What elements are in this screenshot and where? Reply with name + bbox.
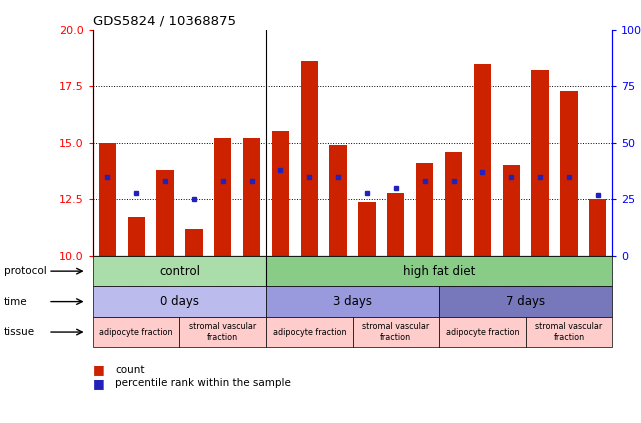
Bar — [445, 152, 462, 256]
Text: stromal vascular
fraction: stromal vascular fraction — [362, 322, 429, 342]
Bar — [128, 217, 145, 256]
Text: GDS5824 / 10368875: GDS5824 / 10368875 — [93, 15, 236, 28]
Text: 7 days: 7 days — [506, 295, 545, 308]
Text: time: time — [4, 297, 28, 307]
Text: percentile rank within the sample: percentile rank within the sample — [115, 378, 291, 388]
Text: adipocyte fraction: adipocyte fraction — [272, 327, 346, 337]
Bar — [503, 165, 520, 256]
Bar — [589, 199, 606, 256]
Text: adipocyte fraction: adipocyte fraction — [445, 327, 519, 337]
Text: 3 days: 3 days — [333, 295, 372, 308]
Text: tissue: tissue — [4, 327, 35, 337]
Text: adipocyte fraction: adipocyte fraction — [99, 327, 173, 337]
Bar — [156, 170, 174, 256]
Text: high fat diet: high fat diet — [403, 265, 475, 277]
Text: ■: ■ — [93, 377, 104, 390]
Text: stromal vascular
fraction: stromal vascular fraction — [535, 322, 603, 342]
Bar — [416, 163, 433, 256]
Bar — [243, 138, 260, 256]
Bar — [560, 91, 578, 256]
Text: ■: ■ — [93, 363, 104, 376]
Bar — [272, 132, 289, 256]
Text: 0 days: 0 days — [160, 295, 199, 308]
Bar — [185, 229, 203, 256]
Bar — [301, 61, 318, 256]
Bar — [214, 138, 231, 256]
Bar — [474, 63, 491, 256]
Bar — [531, 70, 549, 256]
Bar — [387, 192, 404, 256]
Bar — [329, 145, 347, 256]
Text: stromal vascular
fraction: stromal vascular fraction — [189, 322, 256, 342]
Bar — [358, 202, 376, 256]
Bar — [99, 143, 116, 256]
Text: protocol: protocol — [4, 266, 47, 276]
Text: count: count — [115, 365, 145, 375]
Text: control: control — [159, 265, 200, 277]
